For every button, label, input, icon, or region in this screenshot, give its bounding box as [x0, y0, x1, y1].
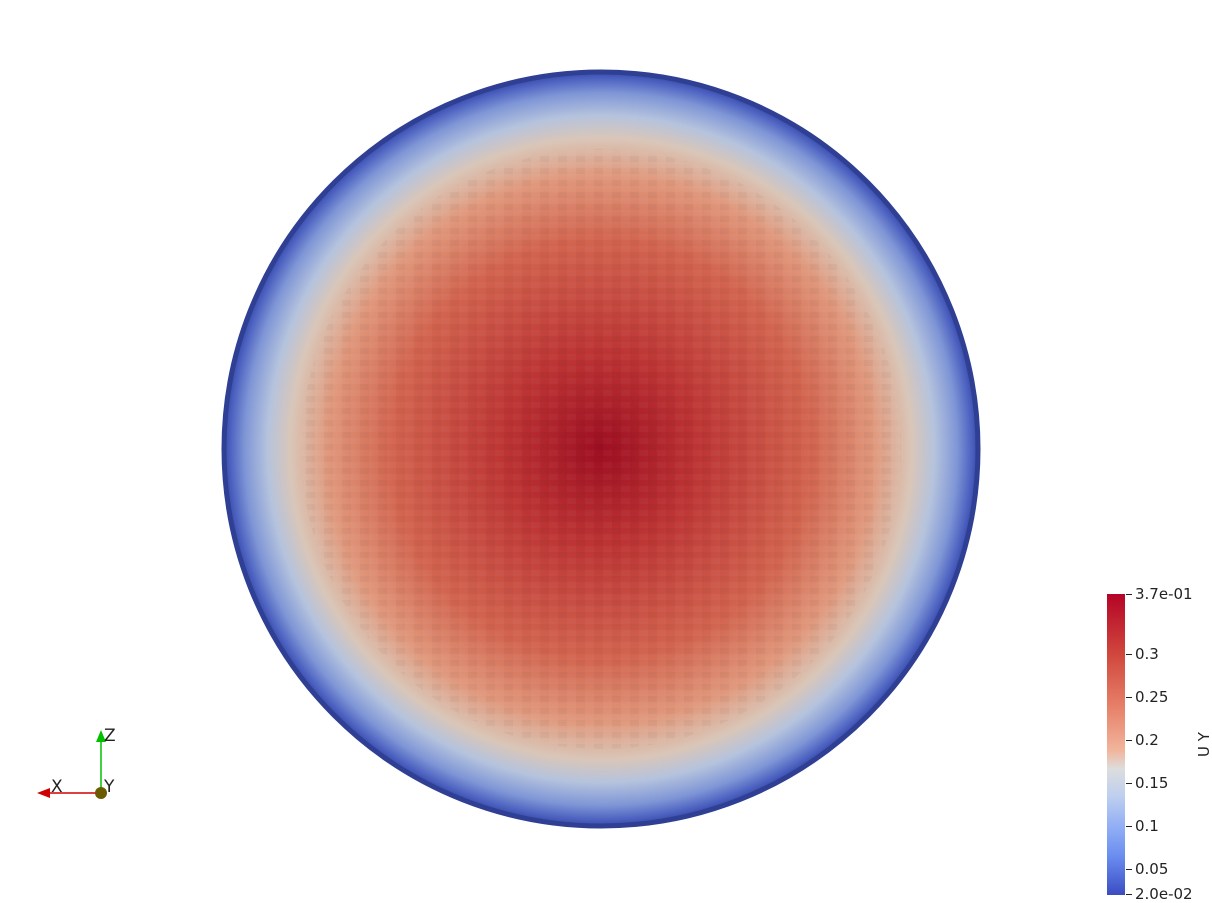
- tick-0-3: [1126, 654, 1132, 655]
- tick-0-1: [1126, 826, 1132, 827]
- legend-max-label: 3.7e-01: [1135, 587, 1193, 602]
- axis-x-label: X: [51, 779, 63, 796]
- legend-title: U Y: [1195, 732, 1212, 757]
- tick-0-05: [1126, 869, 1132, 870]
- legend-min-label: 2.0e-02: [1135, 887, 1193, 902]
- legend-tick-label: 0.15: [1135, 776, 1168, 791]
- tick-0-15: [1126, 783, 1132, 784]
- tick-0-2: [1126, 740, 1132, 741]
- tick-min: [1126, 894, 1132, 895]
- tick-0-25: [1126, 697, 1132, 698]
- legend-tick-label: 0.1: [1135, 819, 1159, 834]
- axis-y-label: Y: [104, 779, 114, 796]
- tick-max: [1126, 594, 1132, 595]
- legend-tick-label: 0.3: [1135, 647, 1159, 662]
- orientation-axes: [20, 720, 160, 840]
- mesh-overlay: [301, 149, 901, 749]
- color-legend-bar: [1107, 594, 1125, 895]
- legend-tick-label: 0.05: [1135, 862, 1168, 877]
- axis-z-label: Z: [104, 728, 116, 745]
- legend-tick-label: 0.25: [1135, 690, 1168, 705]
- legend-tick-label: 0.2: [1135, 733, 1159, 748]
